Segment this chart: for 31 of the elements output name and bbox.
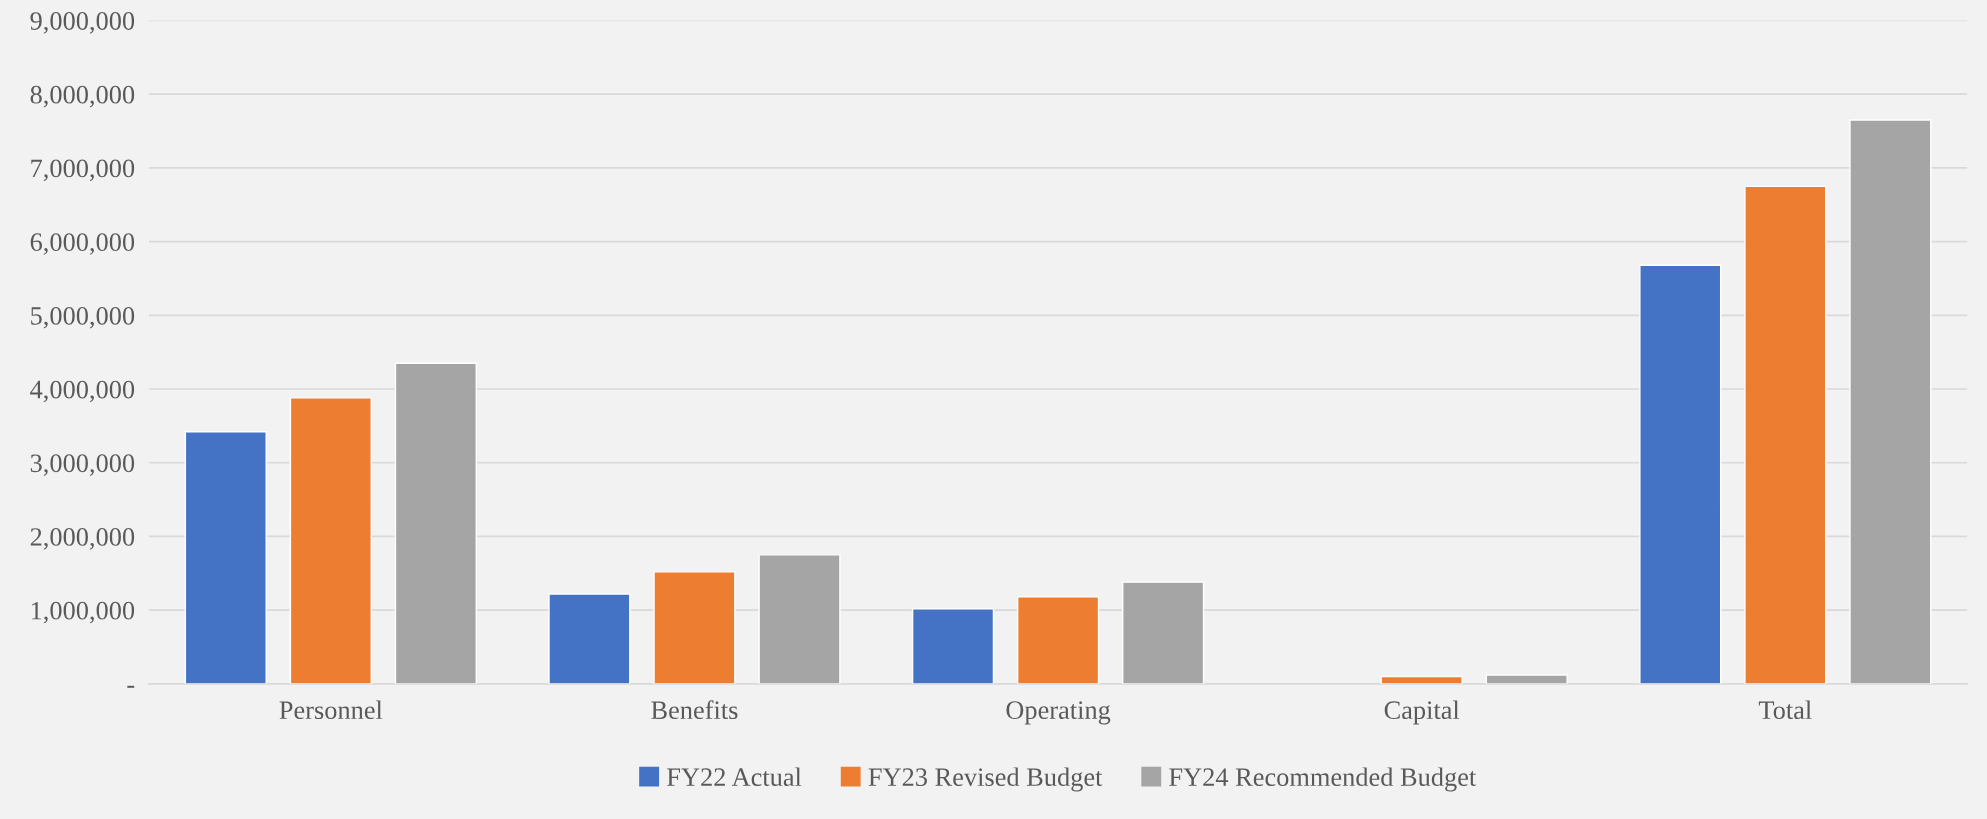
x-tick-label: Benefits	[651, 700, 738, 720]
x-tick-label: Capital	[1384, 700, 1460, 725]
x-tick-label: Personnel	[279, 700, 383, 720]
y-tick-label: 2,000,000	[30, 528, 135, 550]
bar	[1849, 119, 1932, 684]
bar	[289, 397, 372, 684]
y-tick-label: -	[127, 685, 135, 688]
bar	[1485, 674, 1568, 684]
y-tick-label: 6,000,000	[30, 233, 135, 255]
y-tick-label: 8,000,000	[30, 85, 135, 108]
bar	[758, 554, 841, 684]
legend-label: FY24 Recommended Budget	[1169, 767, 1477, 792]
bar	[911, 607, 995, 684]
bar	[184, 431, 267, 684]
y-tick-label: 5,000,000	[31, 306, 135, 329]
bar	[1122, 581, 1205, 684]
bar	[1639, 264, 1722, 684]
bar	[548, 593, 631, 684]
y-tick-label: 1,000,000	[31, 601, 135, 624]
bar	[653, 571, 736, 684]
bar	[1016, 596, 1100, 684]
legend-label: FY22 Actual	[667, 767, 802, 787]
bar	[1744, 185, 1827, 684]
y-tick-label: 9,000,000	[30, 12, 135, 34]
legend-label: FY23 Revised Budget	[868, 767, 1103, 792]
bar	[394, 362, 477, 684]
y-tick-label: 7,000,000	[31, 159, 135, 182]
x-tick-label: Total	[1758, 700, 1812, 720]
x-tick-label: Operating	[1006, 701, 1111, 725]
y-tick-label: 4,000,000	[30, 380, 135, 403]
y-tick-label: 3,000,000	[30, 454, 135, 476]
